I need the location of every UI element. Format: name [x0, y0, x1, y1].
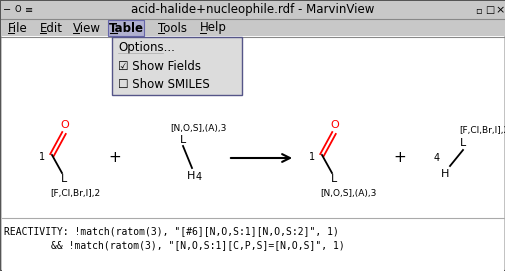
- Text: 4: 4: [433, 153, 439, 163]
- Text: View: View: [73, 21, 101, 34]
- Bar: [2, 36, 503, 218]
- Bar: [2, 218, 503, 271]
- Text: □: □: [484, 5, 494, 15]
- Text: H: H: [186, 171, 195, 181]
- Text: Tools: Tools: [158, 21, 187, 34]
- Text: [F,Cl,Br,I],2: [F,Cl,Br,I],2: [458, 125, 505, 134]
- Text: ☐ Show SMILES: ☐ Show SMILES: [118, 78, 210, 91]
- Text: L: L: [179, 135, 186, 145]
- Text: O: O: [330, 120, 339, 130]
- Text: Options...: Options...: [118, 41, 175, 54]
- Text: [N,O,S],(A),3: [N,O,S],(A),3: [319, 189, 376, 198]
- Text: L: L: [61, 174, 67, 184]
- Text: Table: Table: [108, 21, 143, 34]
- Bar: [1, 1, 504, 19]
- Text: 1: 1: [309, 152, 315, 162]
- Bar: [1, 19, 504, 37]
- Text: && !match(ratom(3), "[N,O,S:1][C,P,S]=[N,O,S]", 1): && !match(ratom(3), "[N,O,S:1][C,P,S]=[N…: [4, 240, 344, 250]
- Text: File: File: [8, 21, 28, 34]
- Text: +: +: [393, 150, 406, 166]
- Text: 4: 4: [195, 172, 201, 182]
- Bar: [108, 20, 144, 36]
- Text: [N,O,S],(A),3: [N,O,S],(A),3: [170, 124, 226, 133]
- Text: +: +: [109, 150, 121, 166]
- Text: ☑ Show Fields: ☑ Show Fields: [118, 60, 200, 73]
- Text: −: −: [3, 5, 11, 15]
- Text: acid-halide+nucleophile.rdf - MarvinView: acid-halide+nucleophile.rdf - MarvinView: [131, 4, 374, 17]
- Text: 1: 1: [39, 152, 45, 162]
- Text: L: L: [330, 174, 336, 184]
- Text: ×: ×: [494, 5, 503, 15]
- Text: ▫: ▫: [474, 5, 480, 15]
- Text: [F,Cl,Br,I],2: [F,Cl,Br,I],2: [50, 189, 100, 198]
- Text: H: H: [440, 169, 448, 179]
- Text: O: O: [61, 120, 69, 130]
- Text: Help: Help: [199, 21, 226, 34]
- Text: ≡: ≡: [25, 5, 33, 15]
- Text: Edit: Edit: [40, 21, 63, 34]
- Text: L: L: [459, 138, 465, 148]
- Text: REACTIVITY: !match(ratom(3), "[#6][N,O,S:1][N,O,S:2]", 1): REACTIVITY: !match(ratom(3), "[#6][N,O,S…: [4, 226, 338, 236]
- Text: O: O: [15, 5, 21, 15]
- Bar: [112, 37, 241, 95]
